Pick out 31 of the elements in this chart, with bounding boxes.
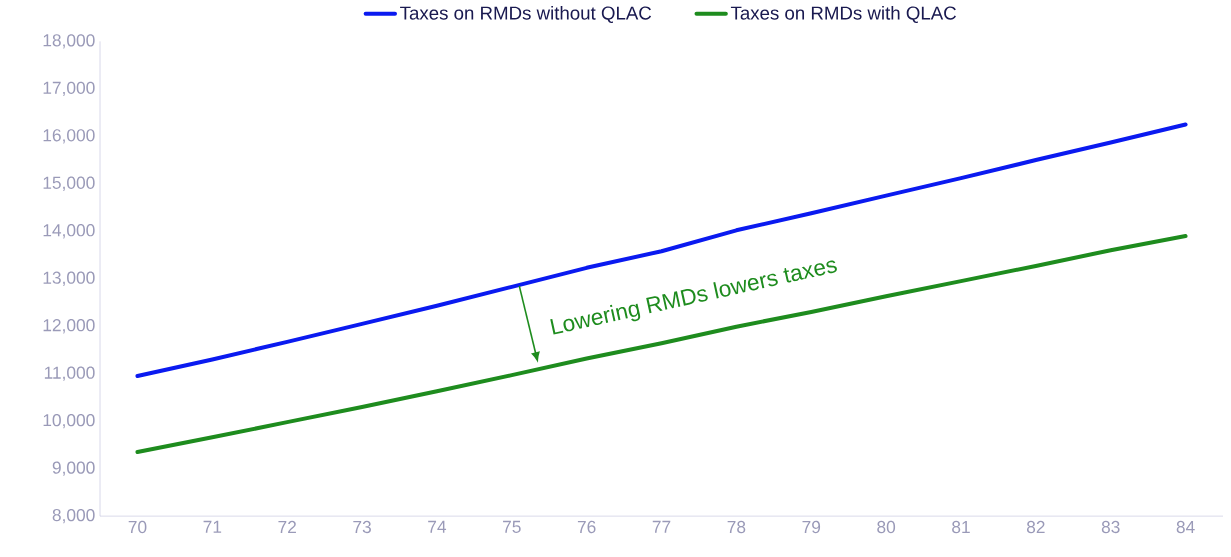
x-tick-label: 83	[1101, 520, 1120, 533]
y-tick-label: 11,000	[44, 366, 95, 381]
x-tick-label: 72	[278, 520, 296, 533]
y-tick-label: 12,000	[43, 318, 95, 334]
y-tick-label: 9,000	[52, 461, 95, 476]
legend-label: Taxes on RMDs without QLAC	[400, 5, 652, 23]
x-tick-label: 73	[353, 520, 371, 533]
x-tick-label: 70	[128, 520, 147, 533]
y-tick-label: 15,000	[43, 176, 95, 191]
line-series	[135, 233, 1188, 454]
y-tick-label: 17,000	[43, 81, 95, 96]
x-tick-label: 82	[1026, 520, 1045, 533]
x-tick-label: 75	[503, 520, 521, 533]
y-tick-label: 18,000	[43, 33, 95, 49]
y-tick-label: 14,000	[43, 223, 95, 239]
annotation: Lowering RMDs lowers taxes	[550, 260, 837, 335]
x-tick-label: 76	[577, 520, 596, 533]
x-tick-label: 84	[1176, 520, 1195, 533]
y-tick-label: 13,000	[43, 271, 95, 286]
x-tick-label: 77	[652, 520, 671, 533]
y-tick-label: 16,000	[43, 128, 95, 144]
x-tick-label: 80	[877, 520, 896, 533]
x-tick-label: 71	[203, 520, 222, 533]
line-series	[135, 122, 1188, 378]
x-tick-label: 79	[802, 520, 821, 533]
x-tick-label: 74	[428, 520, 447, 533]
x-tick-label: 81	[952, 520, 970, 533]
y-tick-label: 8,000	[52, 508, 95, 524]
legend-label: Taxes on RMDs with QLAC	[730, 5, 956, 23]
x-tick-label: 78	[727, 520, 746, 533]
y-tick-label: 10,000	[43, 413, 95, 429]
